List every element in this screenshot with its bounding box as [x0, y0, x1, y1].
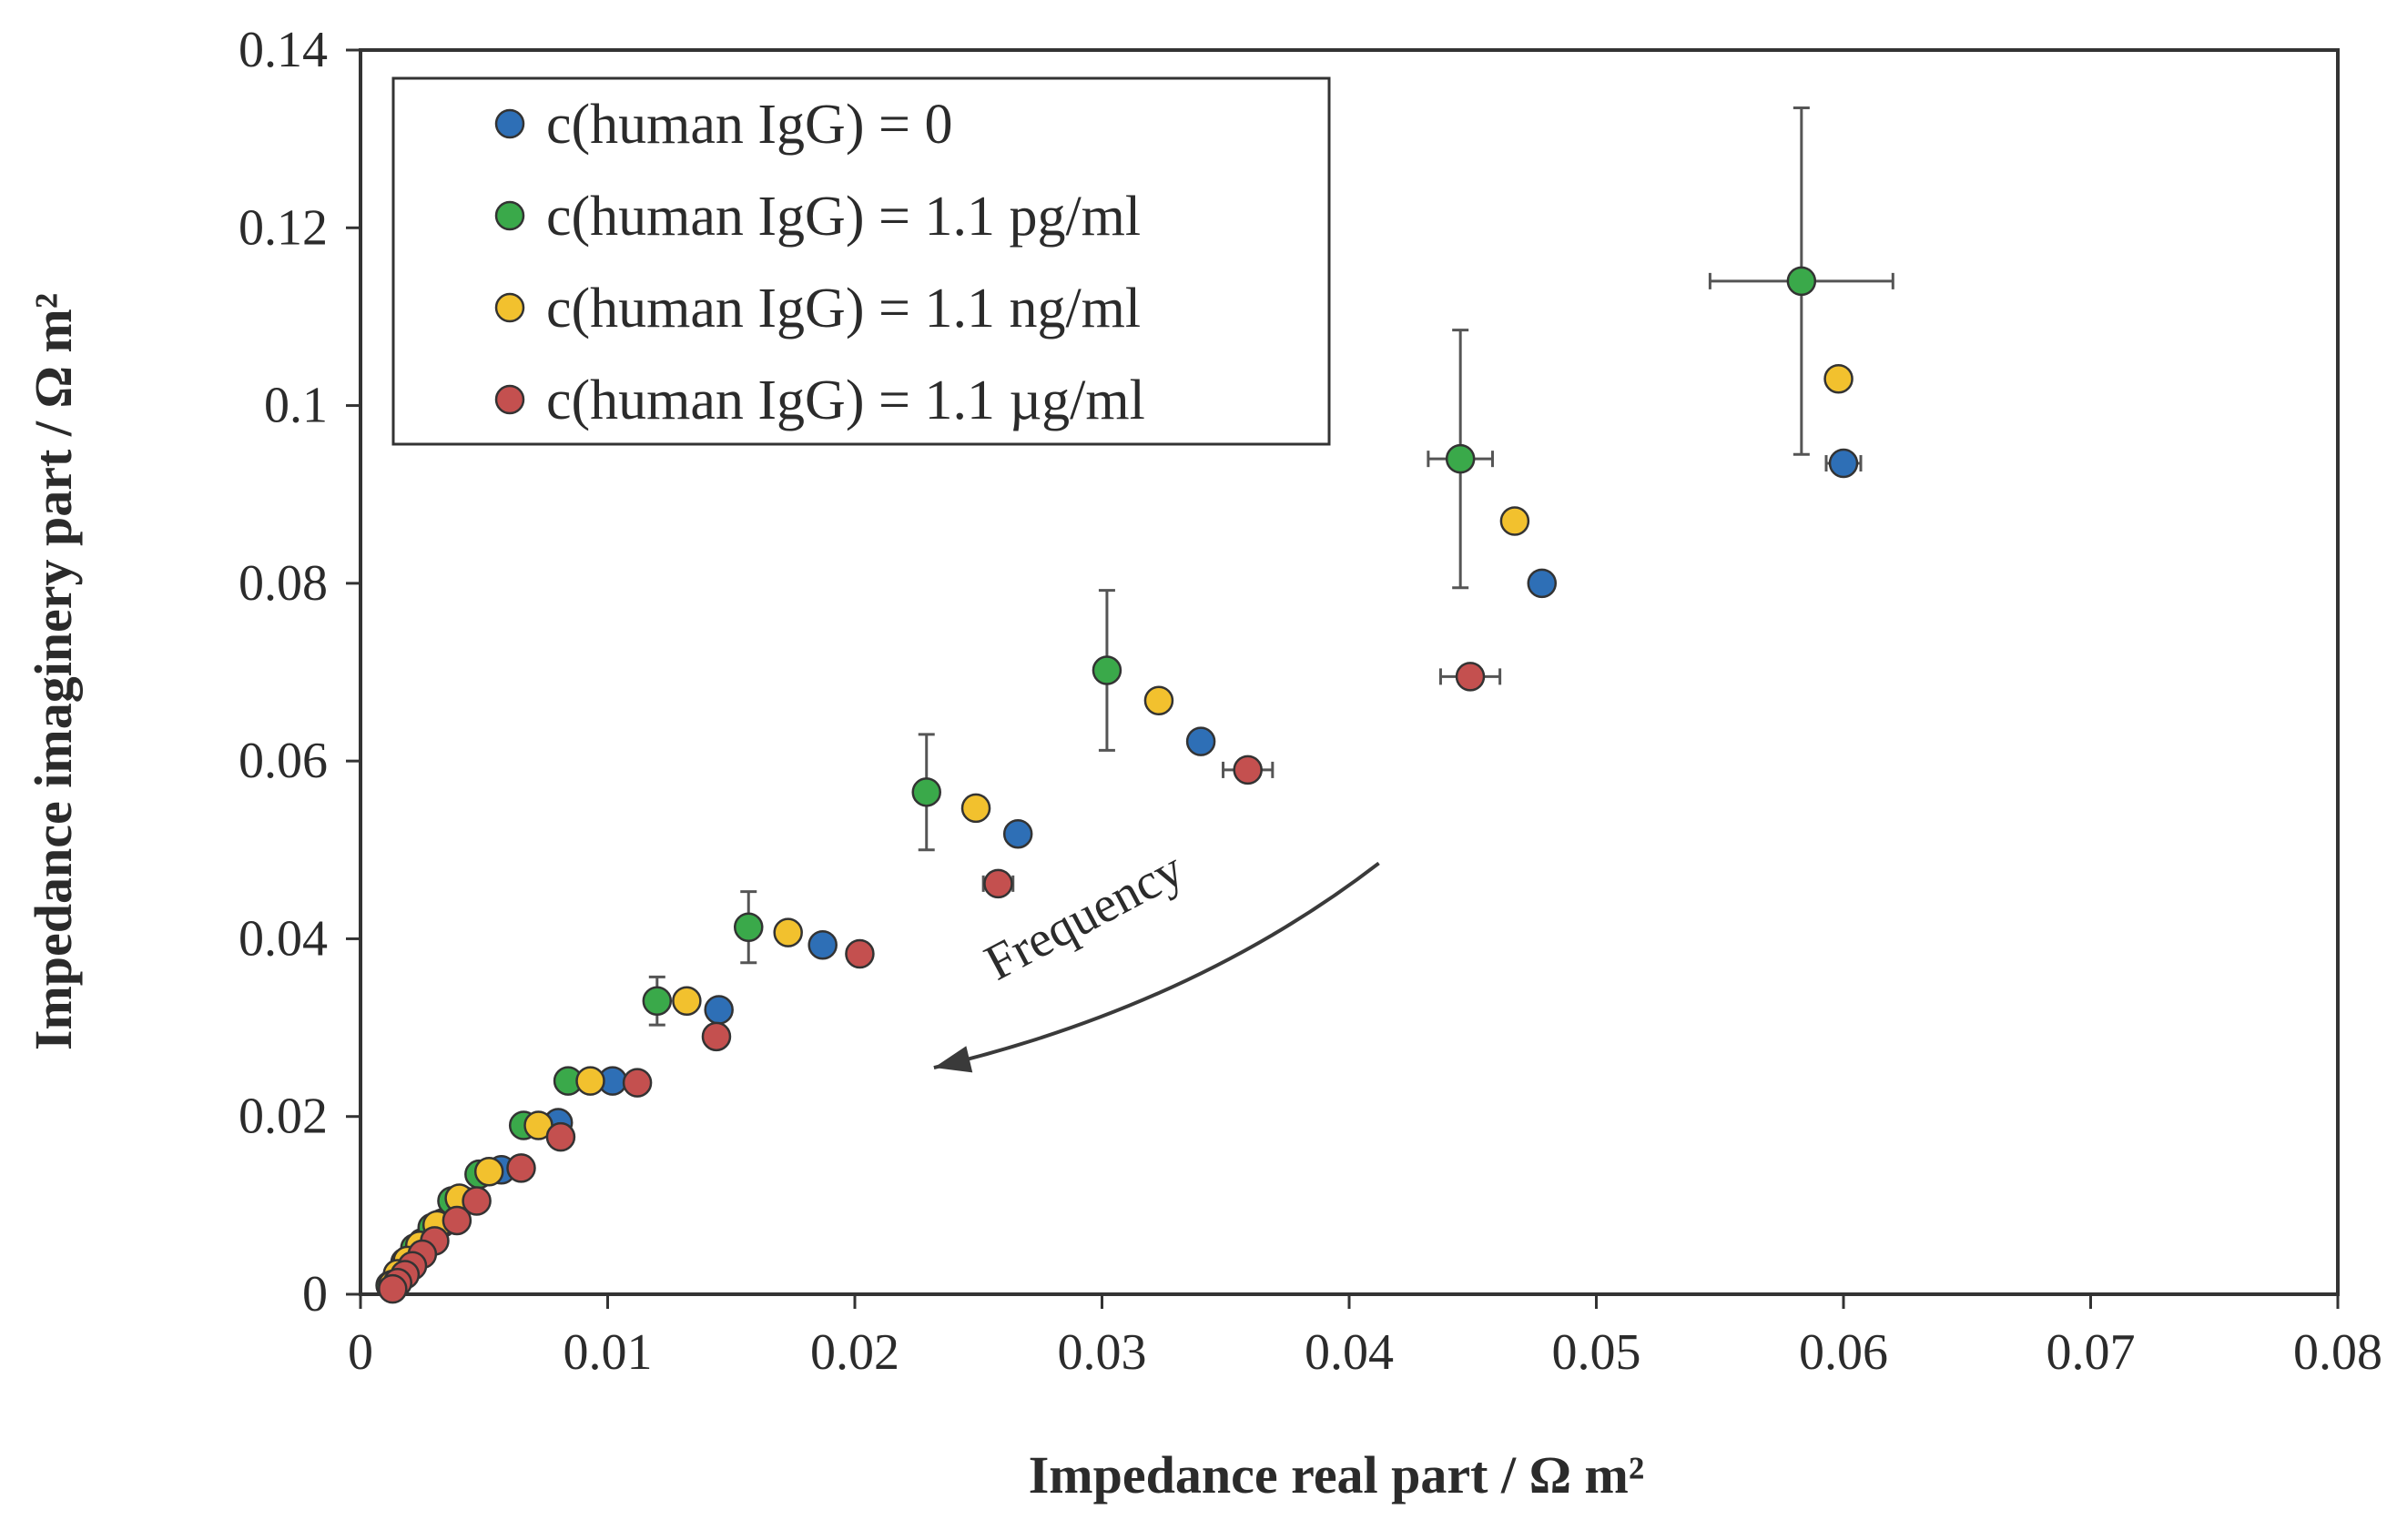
- data-point-series-2: [1092, 655, 1122, 685]
- data-point-series-4: [845, 938, 875, 969]
- legend-label: c(human IgG) = 1.1 pg/ml: [546, 186, 1141, 248]
- data-points: [375, 266, 1859, 1304]
- data-point-series-4: [545, 1121, 576, 1152]
- data-point-series-1: [1002, 818, 1033, 849]
- data-point-series-3: [1143, 685, 1174, 715]
- y-tick-label: 0.06: [239, 733, 328, 789]
- data-point-series-1: [1828, 448, 1859, 479]
- axis-ticks: [346, 48, 2340, 1309]
- data-point-series-2: [734, 912, 764, 942]
- x-axis-title: Impedance real part / Ω m²: [1029, 1445, 1645, 1505]
- data-point-series-3: [575, 1066, 605, 1096]
- data-point-series-3: [1823, 364, 1853, 394]
- data-point-series-2: [1445, 443, 1476, 474]
- data-point-series-1: [1185, 726, 1216, 756]
- data-point-series-4: [378, 1273, 408, 1304]
- y-tick-label: 0.08: [239, 555, 328, 612]
- data-point-series-4: [506, 1153, 536, 1183]
- legend-marker: [494, 292, 525, 323]
- legend-marker: [494, 108, 525, 139]
- data-point-series-4: [1233, 755, 1263, 785]
- x-tick-label: 0.07: [2046, 1324, 2136, 1381]
- data-point-series-4: [462, 1186, 492, 1216]
- y-tick-label: 0.02: [239, 1089, 328, 1145]
- legend-marker: [494, 384, 525, 415]
- y-tick-label: 0.12: [239, 199, 328, 256]
- data-point-series-4: [701, 1021, 732, 1052]
- data-point-series-3: [960, 793, 991, 824]
- x-tick-label: 0.01: [564, 1324, 653, 1381]
- frequency-arrowhead: [933, 1046, 973, 1073]
- x-tick-label: 0: [348, 1324, 373, 1381]
- legend: c(human IgG) = 0 c(human IgG) = 1.1 pg/ml…: [391, 76, 1331, 446]
- data-point-series-2: [642, 986, 673, 1017]
- y-tick-label: 0.04: [239, 910, 328, 967]
- frequency-arrow: [933, 861, 1380, 1069]
- y-tick-label: 0: [302, 1266, 328, 1322]
- data-point-series-3: [1499, 506, 1530, 536]
- x-tick-label: 0.03: [1058, 1324, 1147, 1381]
- legend-label: c(human IgG) = 0: [546, 94, 952, 156]
- data-point-series-4: [442, 1205, 472, 1236]
- data-point-series-1: [1527, 568, 1558, 599]
- data-point-series-1: [704, 995, 734, 1025]
- legend-marker: [494, 200, 525, 231]
- data-point-series-2: [911, 777, 941, 807]
- y-tick-label: 0.14: [239, 22, 328, 78]
- legend-label: c(human IgG) = 1.1 ng/ml: [546, 278, 1141, 339]
- data-point-series-4: [622, 1068, 653, 1098]
- data-point-series-1: [807, 930, 838, 960]
- legend-box: [391, 76, 1331, 446]
- y-tick-label: 0.1: [264, 378, 328, 434]
- data-point-series-4: [1455, 662, 1486, 692]
- data-point-series-3: [672, 986, 702, 1017]
- tick-labels: 0 0.01 0.02 0.03 0.04 0.05 0.06 0.07 0.08 0 0.02 0.…: [239, 22, 2382, 1381]
- x-tick-label: 0.06: [1799, 1324, 1888, 1381]
- data-point-series-3: [473, 1157, 504, 1187]
- x-tick-label: 0.02: [810, 1324, 899, 1381]
- legend-label: c(human IgG) = 1.1 µg/ml: [546, 370, 1145, 431]
- x-tick-label: 0.08: [2293, 1324, 2382, 1381]
- data-point-series-2: [1786, 266, 1817, 297]
- x-tick-label: 0.05: [1552, 1324, 1641, 1381]
- y-axis-title: Impedance imaginery part / Ω m²: [24, 293, 83, 1050]
- data-point-series-3: [773, 917, 803, 947]
- data-point-series-4: [983, 868, 1013, 899]
- x-tick-label: 0.04: [1305, 1324, 1394, 1381]
